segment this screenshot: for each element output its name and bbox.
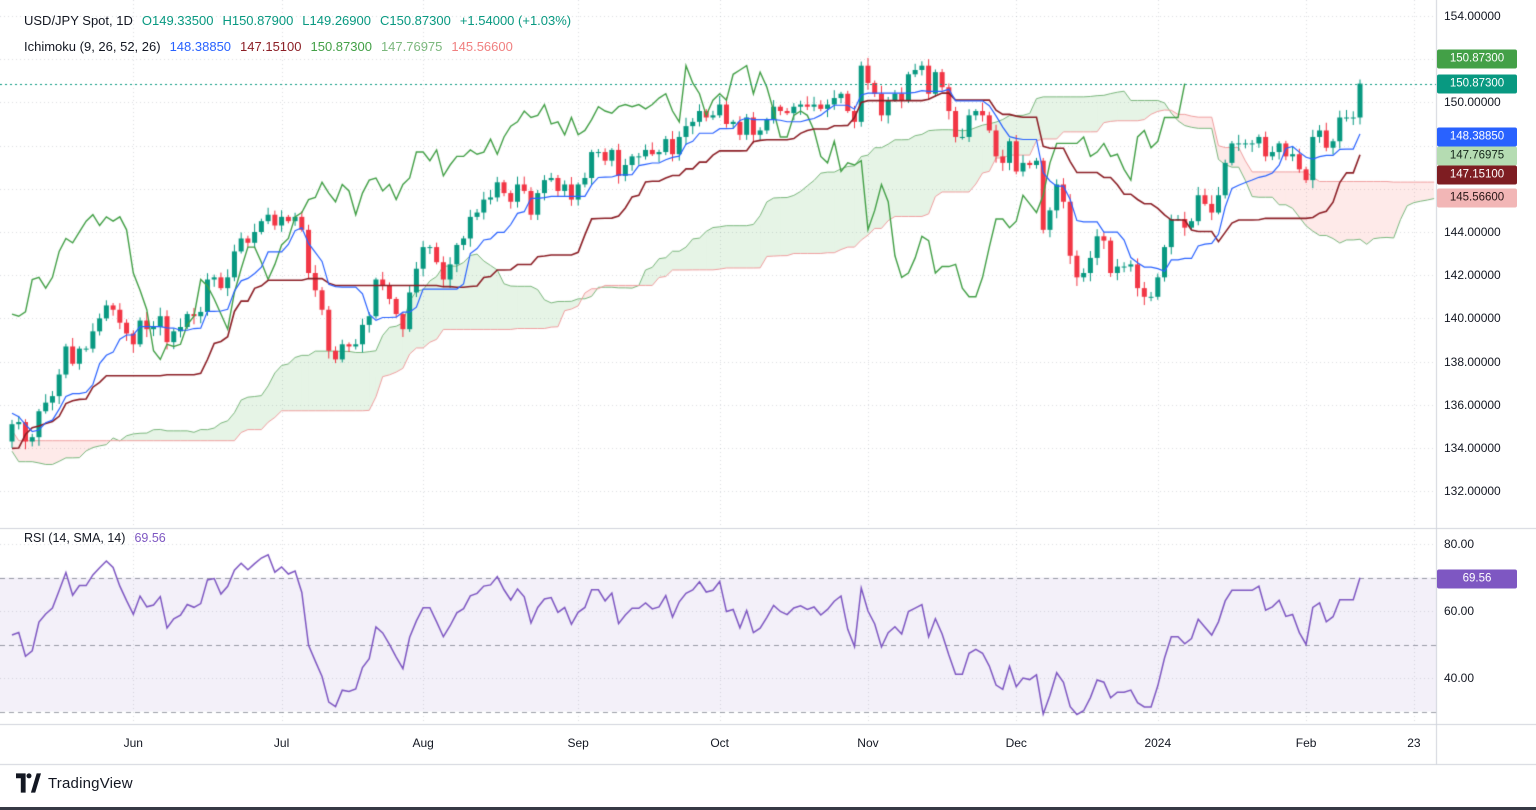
kijun-badge: 147.15100: [1437, 165, 1517, 185]
price-tick-label: 140.00000: [1444, 311, 1501, 326]
price-tick-label: 150.00000: [1444, 95, 1501, 110]
ichimoku-tenkan-value: 148.38850: [169, 39, 232, 54]
time-axis-label: Nov: [857, 736, 879, 750]
ichimoku-kijun-value: 147.15100: [240, 39, 302, 54]
time-axis-label: 2024: [1144, 736, 1172, 750]
rsi-label: RSI (14, SMA, 14): [24, 531, 126, 545]
price-tick-label: 132.00000: [1444, 484, 1501, 499]
price-tick-label: 134.00000: [1444, 440, 1501, 455]
price-tick-label: 138.00000: [1444, 354, 1501, 369]
rsi-tick-label: 80.00: [1444, 537, 1475, 551]
ohlc-change: +1.54000 (+1.03%): [459, 13, 572, 28]
ohlc-high: H150.87900: [222, 13, 294, 28]
ohlc-open: O149.33500: [141, 13, 214, 28]
time-axis-label: 23: [1407, 736, 1421, 750]
rsi-tick-label: 40.00: [1444, 671, 1475, 685]
ichimoku-label: Ichimoku (9, 26, 52, 26): [24, 39, 161, 54]
price-tick-label: 136.00000: [1444, 397, 1501, 412]
price-tick-label: 142.00000: [1444, 268, 1501, 283]
price-tick-label: 144.00000: [1444, 224, 1501, 239]
ichimoku-senkou-b-value: 145.56600: [451, 39, 513, 54]
time-axis-label: Sep: [567, 736, 589, 750]
time-axis-label: Feb: [1295, 736, 1317, 750]
footer: TradingView: [16, 773, 133, 793]
time-axis-label: Jul: [273, 736, 290, 750]
rsi-tick-label: 60.00: [1444, 604, 1475, 618]
main-legend: USD/JPY Spot, 1D O149.33500 H150.87900 L149…: [24, 13, 580, 28]
time-axis-label: Dec: [1005, 736, 1027, 750]
ohlc-close: C150.87300: [379, 13, 451, 28]
rsi-pane-legend: RSI (14, SMA, 14) 69.56: [24, 531, 175, 545]
symbol-title: USD/JPY Spot, 1D: [24, 13, 133, 28]
bottom-border: [0, 807, 1536, 810]
price-badge: 150.87300: [1437, 74, 1517, 94]
time-axis[interactable]: Jun Jul Aug Sep Oct Nov Dec 2024 Feb 23: [0, 724, 1436, 764]
ichimoku-chikou-value: 150.87300: [310, 39, 372, 54]
time-axis-label: Aug: [412, 736, 434, 750]
tenkan-badge: 148.38850: [1437, 127, 1517, 147]
time-axis-label: Oct: [710, 736, 730, 750]
price-tick-label: 154.00000: [1444, 8, 1501, 23]
brand-name[interactable]: TradingView: [48, 774, 133, 792]
ichimoku-senkou-a-value: 147.76975: [380, 39, 443, 54]
price-axis[interactable]: 154.00000 150.00000 144.00000 142.00000 140.…: [1436, 0, 1536, 764]
senkou-b-badge: 145.56600: [1437, 188, 1517, 208]
time-axis-label: Jun: [123, 736, 143, 750]
tradingview-logo-icon[interactable]: [16, 773, 41, 793]
senkou-a-badge: 147.76975: [1437, 146, 1517, 166]
ichimoku-legend: Ichimoku (9, 26, 52, 26) 148.38850 147.151…: [24, 39, 522, 54]
rsi-value: 69.56: [134, 531, 166, 545]
rsi-badge: 69.56: [1437, 569, 1517, 589]
ohlc-low: L149.26900: [302, 13, 371, 28]
chikou-badge: 150.87300: [1437, 49, 1517, 69]
